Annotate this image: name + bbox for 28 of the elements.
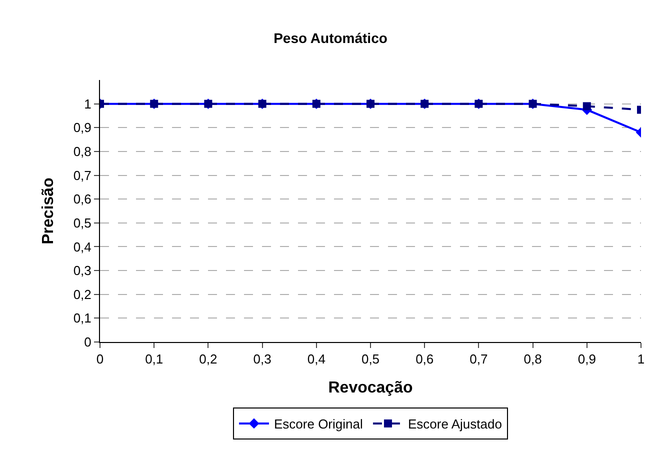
x-tick-label: 0,1 (145, 352, 164, 367)
x-tick-label: 0,7 (470, 352, 488, 367)
chart-title: Peso Automático (274, 30, 388, 46)
x-tick-label: 0,9 (578, 352, 596, 367)
y-tick-label: 0 (84, 334, 92, 350)
x-tick-label: 0,4 (307, 352, 326, 367)
y-tick-label: 0,6 (73, 192, 92, 207)
y-tick-label: 0,5 (73, 215, 92, 230)
legend-label: Escore Original (274, 416, 363, 432)
y-tick-label: 0,7 (73, 168, 92, 183)
x-tick-label: 1 (637, 352, 645, 367)
legend-label: Escore Ajustado (408, 416, 502, 432)
y-tick-label: 0,9 (73, 120, 92, 136)
x-tick-label: 0,2 (199, 352, 218, 367)
point (582, 102, 591, 110)
y-tick-label: 0,2 (73, 286, 92, 302)
y-axis-title: Precisão (40, 177, 58, 244)
x-tick-label: 0,8 (524, 352, 542, 367)
x-axis-title: Revocação (328, 379, 413, 396)
y-tick-label: 0,8 (73, 144, 92, 159)
x-tick-label: 0,3 (253, 352, 272, 367)
x-tick-label: 0,6 (416, 352, 434, 367)
y-tick-label: 1 (84, 96, 92, 112)
y-tick-label: 0,4 (73, 239, 92, 254)
y-tick-label: 0,1 (73, 310, 92, 326)
x-tick-label: 0 (96, 352, 104, 367)
y-tick-label: 0,3 (73, 263, 92, 278)
x-tick-label: 0,5 (361, 352, 380, 367)
